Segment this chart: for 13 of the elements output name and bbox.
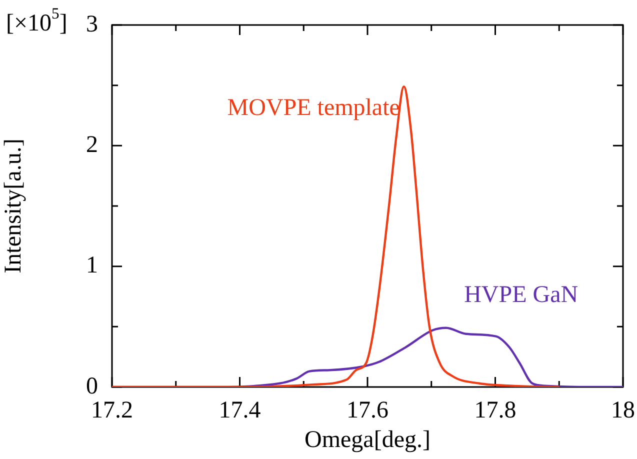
y-tick-label: 1 bbox=[86, 252, 98, 279]
series-label: HVPE GaN bbox=[464, 282, 578, 308]
x-tick-label: 17.8 bbox=[474, 398, 516, 424]
series-label: MOVPE template bbox=[227, 94, 400, 121]
x-tick-label: 17.4 bbox=[218, 398, 261, 424]
y-tick-label: 0 bbox=[86, 373, 98, 400]
x-tick-label: 17.2 bbox=[91, 398, 133, 424]
y-axis-title: Intensity[a.u.] bbox=[0, 138, 27, 274]
y-tick-label: 3 bbox=[86, 11, 98, 38]
x-tick-label: 18 bbox=[611, 398, 635, 424]
x-tick-label: 17.6 bbox=[346, 398, 388, 424]
x-axis-title: Omega[deg.] bbox=[304, 426, 430, 453]
y-tick-label: 2 bbox=[86, 132, 98, 158]
